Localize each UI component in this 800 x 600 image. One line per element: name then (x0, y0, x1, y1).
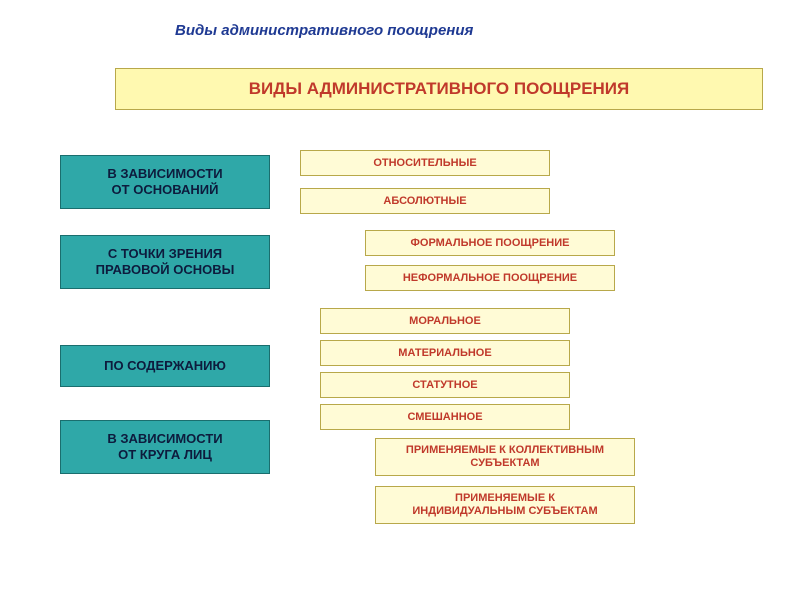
main-header: ВИДЫ АДМИНИСТРАТИВНОГО ПООЩРЕНИЯ (115, 68, 763, 110)
item-box-2: ФОРМАЛЬНОЕ ПООЩРЕНИЕ (365, 230, 615, 256)
item-box-0: ОТНОСИТЕЛЬНЫЕ (300, 150, 550, 176)
item-box-5: МАТЕРИАЛЬНОЕ (320, 340, 570, 366)
category-box-1: С ТОЧКИ ЗРЕНИЯ ПРАВОВОЙ ОСНОВЫ (60, 235, 270, 289)
category-box-2: ПО СОДЕРЖАНИЮ (60, 345, 270, 387)
item-box-9: ПРИМЕНЯЕМЫЕ К ИНДИВИДУАЛЬНЫМ СУБЪЕКТАМ (375, 486, 635, 524)
item-box-4: МОРАЛЬНОЕ (320, 308, 570, 334)
category-box-3: В ЗАВИСИМОСТИ ОТ КРУГА ЛИЦ (60, 420, 270, 474)
item-box-1: АБСОЛЮТНЫЕ (300, 188, 550, 214)
item-box-7: СМЕШАННОЕ (320, 404, 570, 430)
item-box-3: НЕФОРМАЛЬНОЕ ПООЩРЕНИЕ (365, 265, 615, 291)
item-box-8: ПРИМЕНЯЕМЫЕ К КОЛЛЕКТИВНЫМ СУБЪЕКТАМ (375, 438, 635, 476)
category-box-0: В ЗАВИСИМОСТИ ОТ ОСНОВАНИЙ (60, 155, 270, 209)
item-box-6: СТАТУТНОЕ (320, 372, 570, 398)
page-title: Виды административного поощрения (175, 22, 473, 39)
